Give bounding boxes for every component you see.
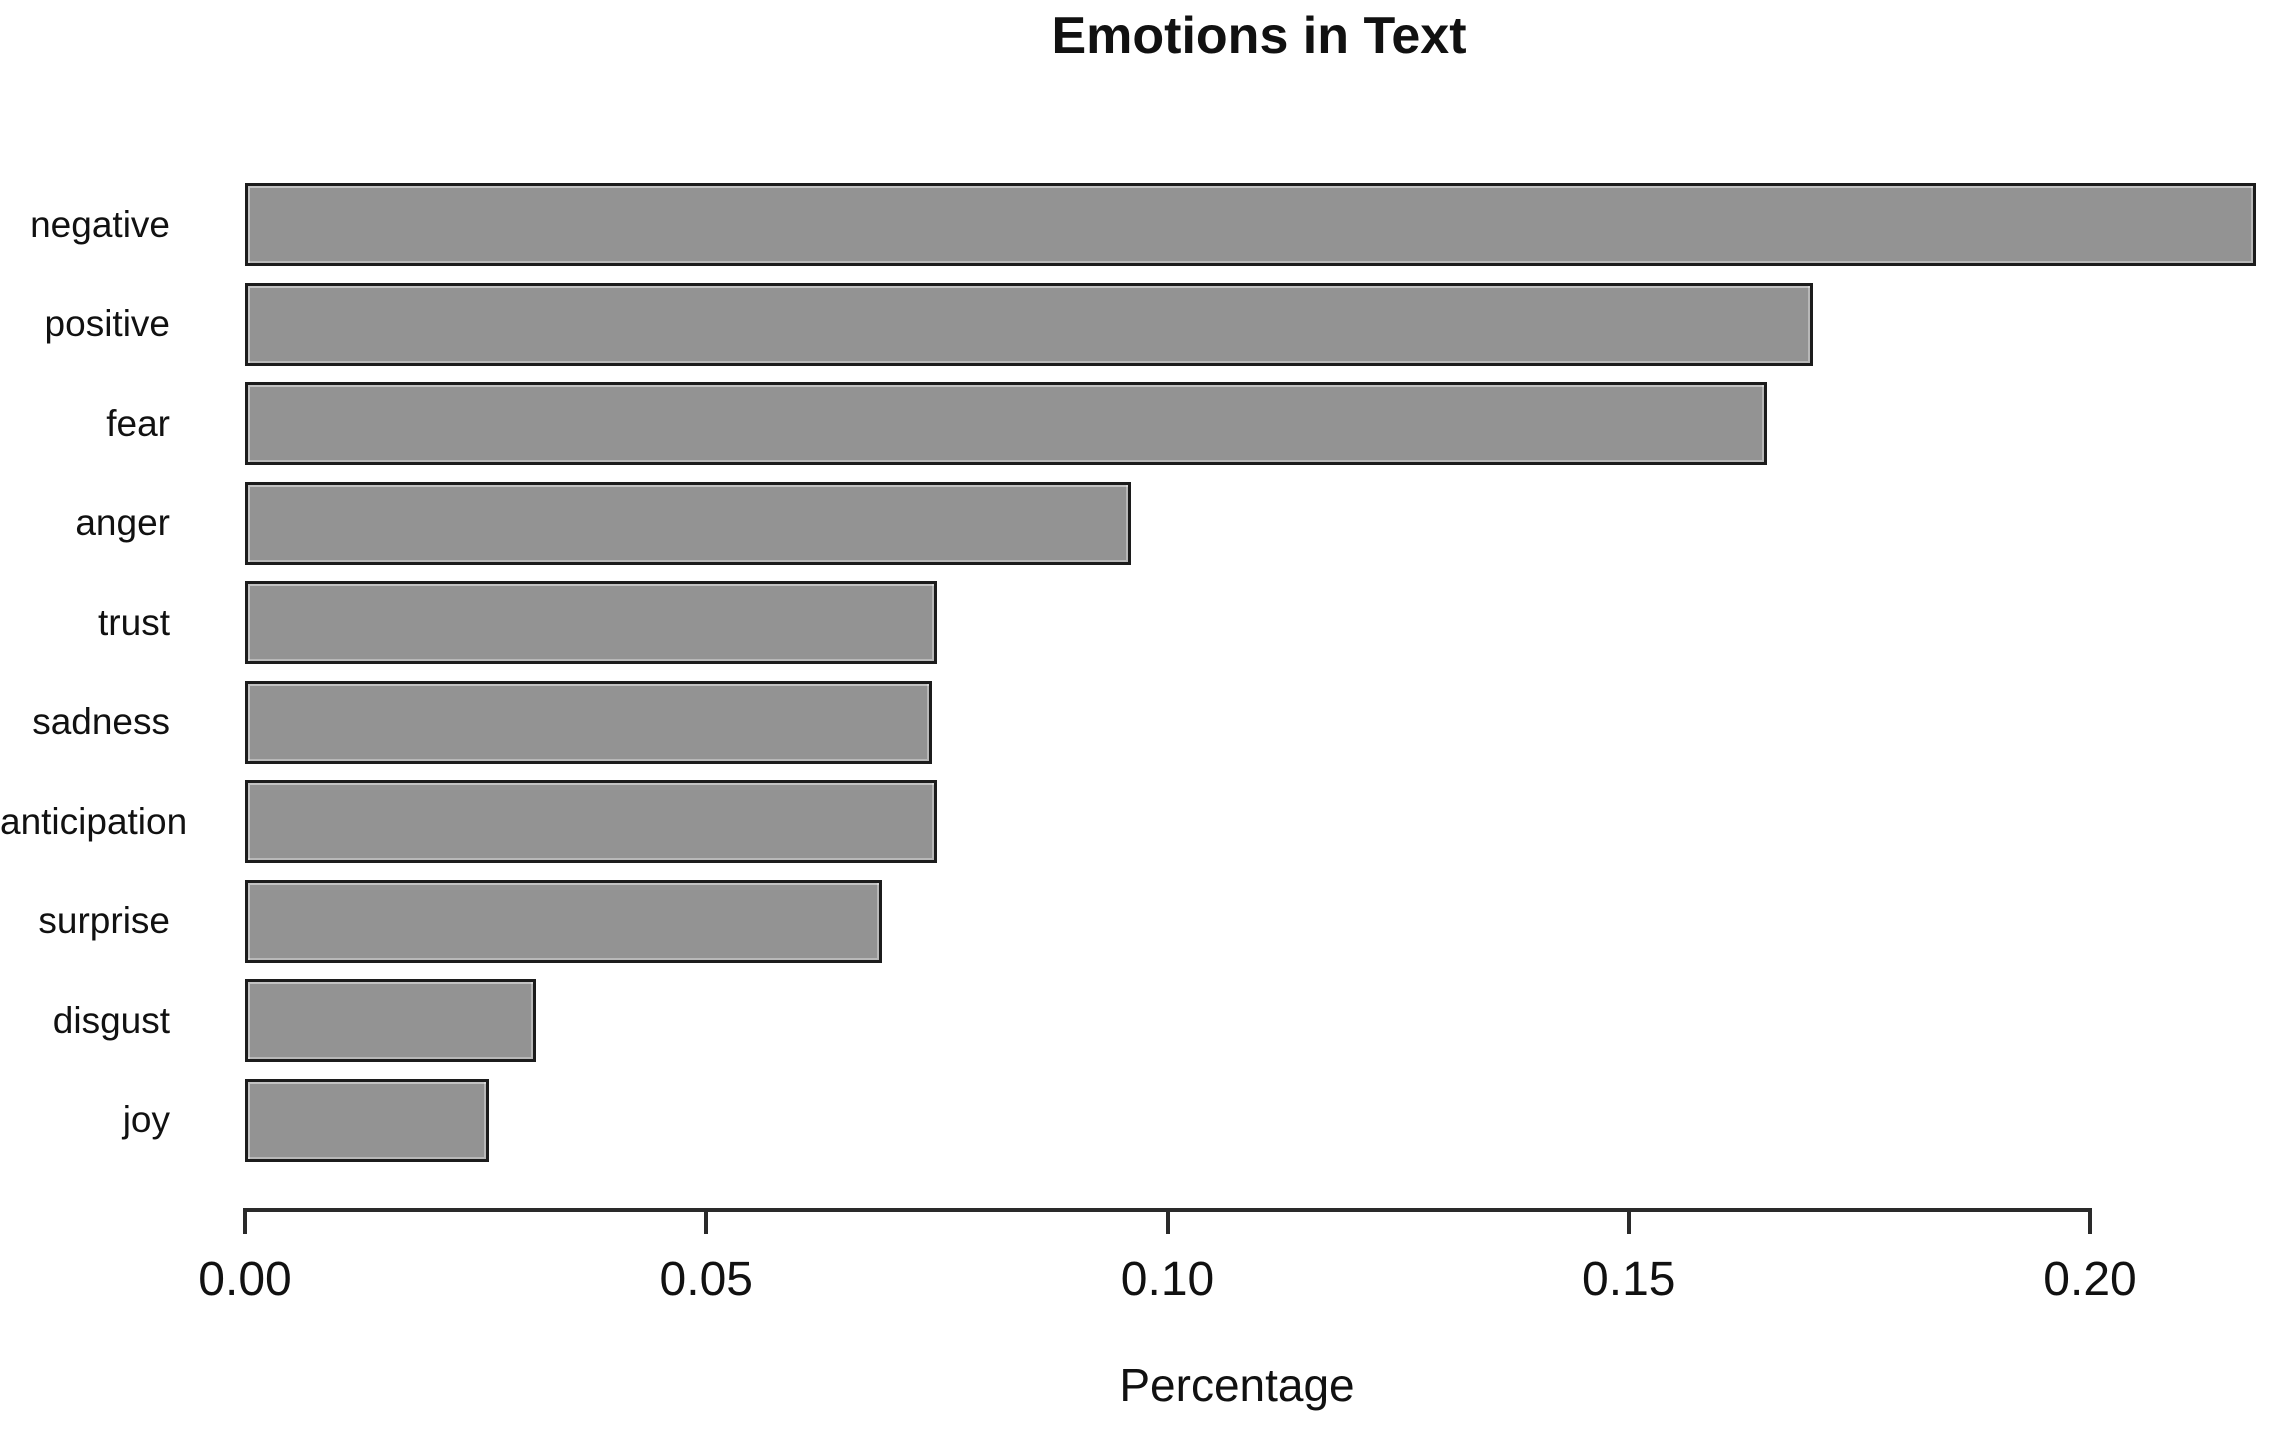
bar-row-trust: trust (0, 581, 2277, 664)
x-tick-mark-0.00 (243, 1208, 247, 1234)
category-label-positive: positive (44, 303, 170, 344)
bar-row-positive: positive (0, 282, 2277, 366)
x-tick-mark-0.15 (1626, 1208, 1631, 1234)
bar-row-anger: anger (0, 481, 2277, 565)
category-label-anticipation: anticipation (0, 800, 188, 842)
category-label-negative: negative (30, 203, 170, 245)
category-label-joy: joy (122, 1099, 170, 1140)
category-label-anger: anger (75, 502, 170, 543)
chart-title: Emotions in Text (1051, 7, 1467, 65)
bar-sadness (245, 680, 932, 764)
bar-row-anticipation: anticipation (0, 780, 2277, 863)
x-tick-mark-0.05 (704, 1208, 709, 1234)
category-label-sadness: sadness (32, 701, 170, 742)
category-label-trust: trust (98, 601, 170, 643)
x-tick-label-0.10: 0.10 (1120, 1253, 1215, 1306)
bar-fear (245, 382, 1767, 465)
bar-row-sadness: sadness (0, 680, 2277, 764)
x-tick-label-0.05: 0.05 (659, 1253, 753, 1306)
x-tick-label-0.15: 0.15 (1582, 1253, 1676, 1306)
bar-trust (245, 581, 937, 664)
bar-anticipation (245, 780, 937, 863)
bar-positive (245, 282, 1813, 366)
category-label-disgust: disgust (52, 999, 170, 1041)
x-tick-mark-0.20 (2088, 1208, 2092, 1234)
x-tick-mark-0.10 (1165, 1208, 1170, 1234)
x-axis-title: Percentage (1119, 1359, 1355, 1411)
bar-surprise (245, 879, 882, 963)
bar-row-surprise: surprise (0, 879, 2277, 963)
bar-anger (245, 481, 1131, 565)
bar-row-negative: negative (0, 183, 2277, 266)
bar-row-joy: joy (0, 1078, 2277, 1162)
bar-disgust (245, 979, 536, 1062)
bar-row-disgust: disgust (0, 979, 2277, 1062)
bar-negative (245, 183, 2256, 266)
x-tick-label-0.00: 0.00 (198, 1253, 292, 1306)
bar-joy (245, 1078, 489, 1162)
category-label-fear: fear (106, 402, 170, 444)
bar-row-fear: fear (0, 382, 2277, 465)
x-tick-label-0.20: 0.20 (2043, 1253, 2137, 1306)
category-label-surprise: surprise (38, 900, 170, 941)
